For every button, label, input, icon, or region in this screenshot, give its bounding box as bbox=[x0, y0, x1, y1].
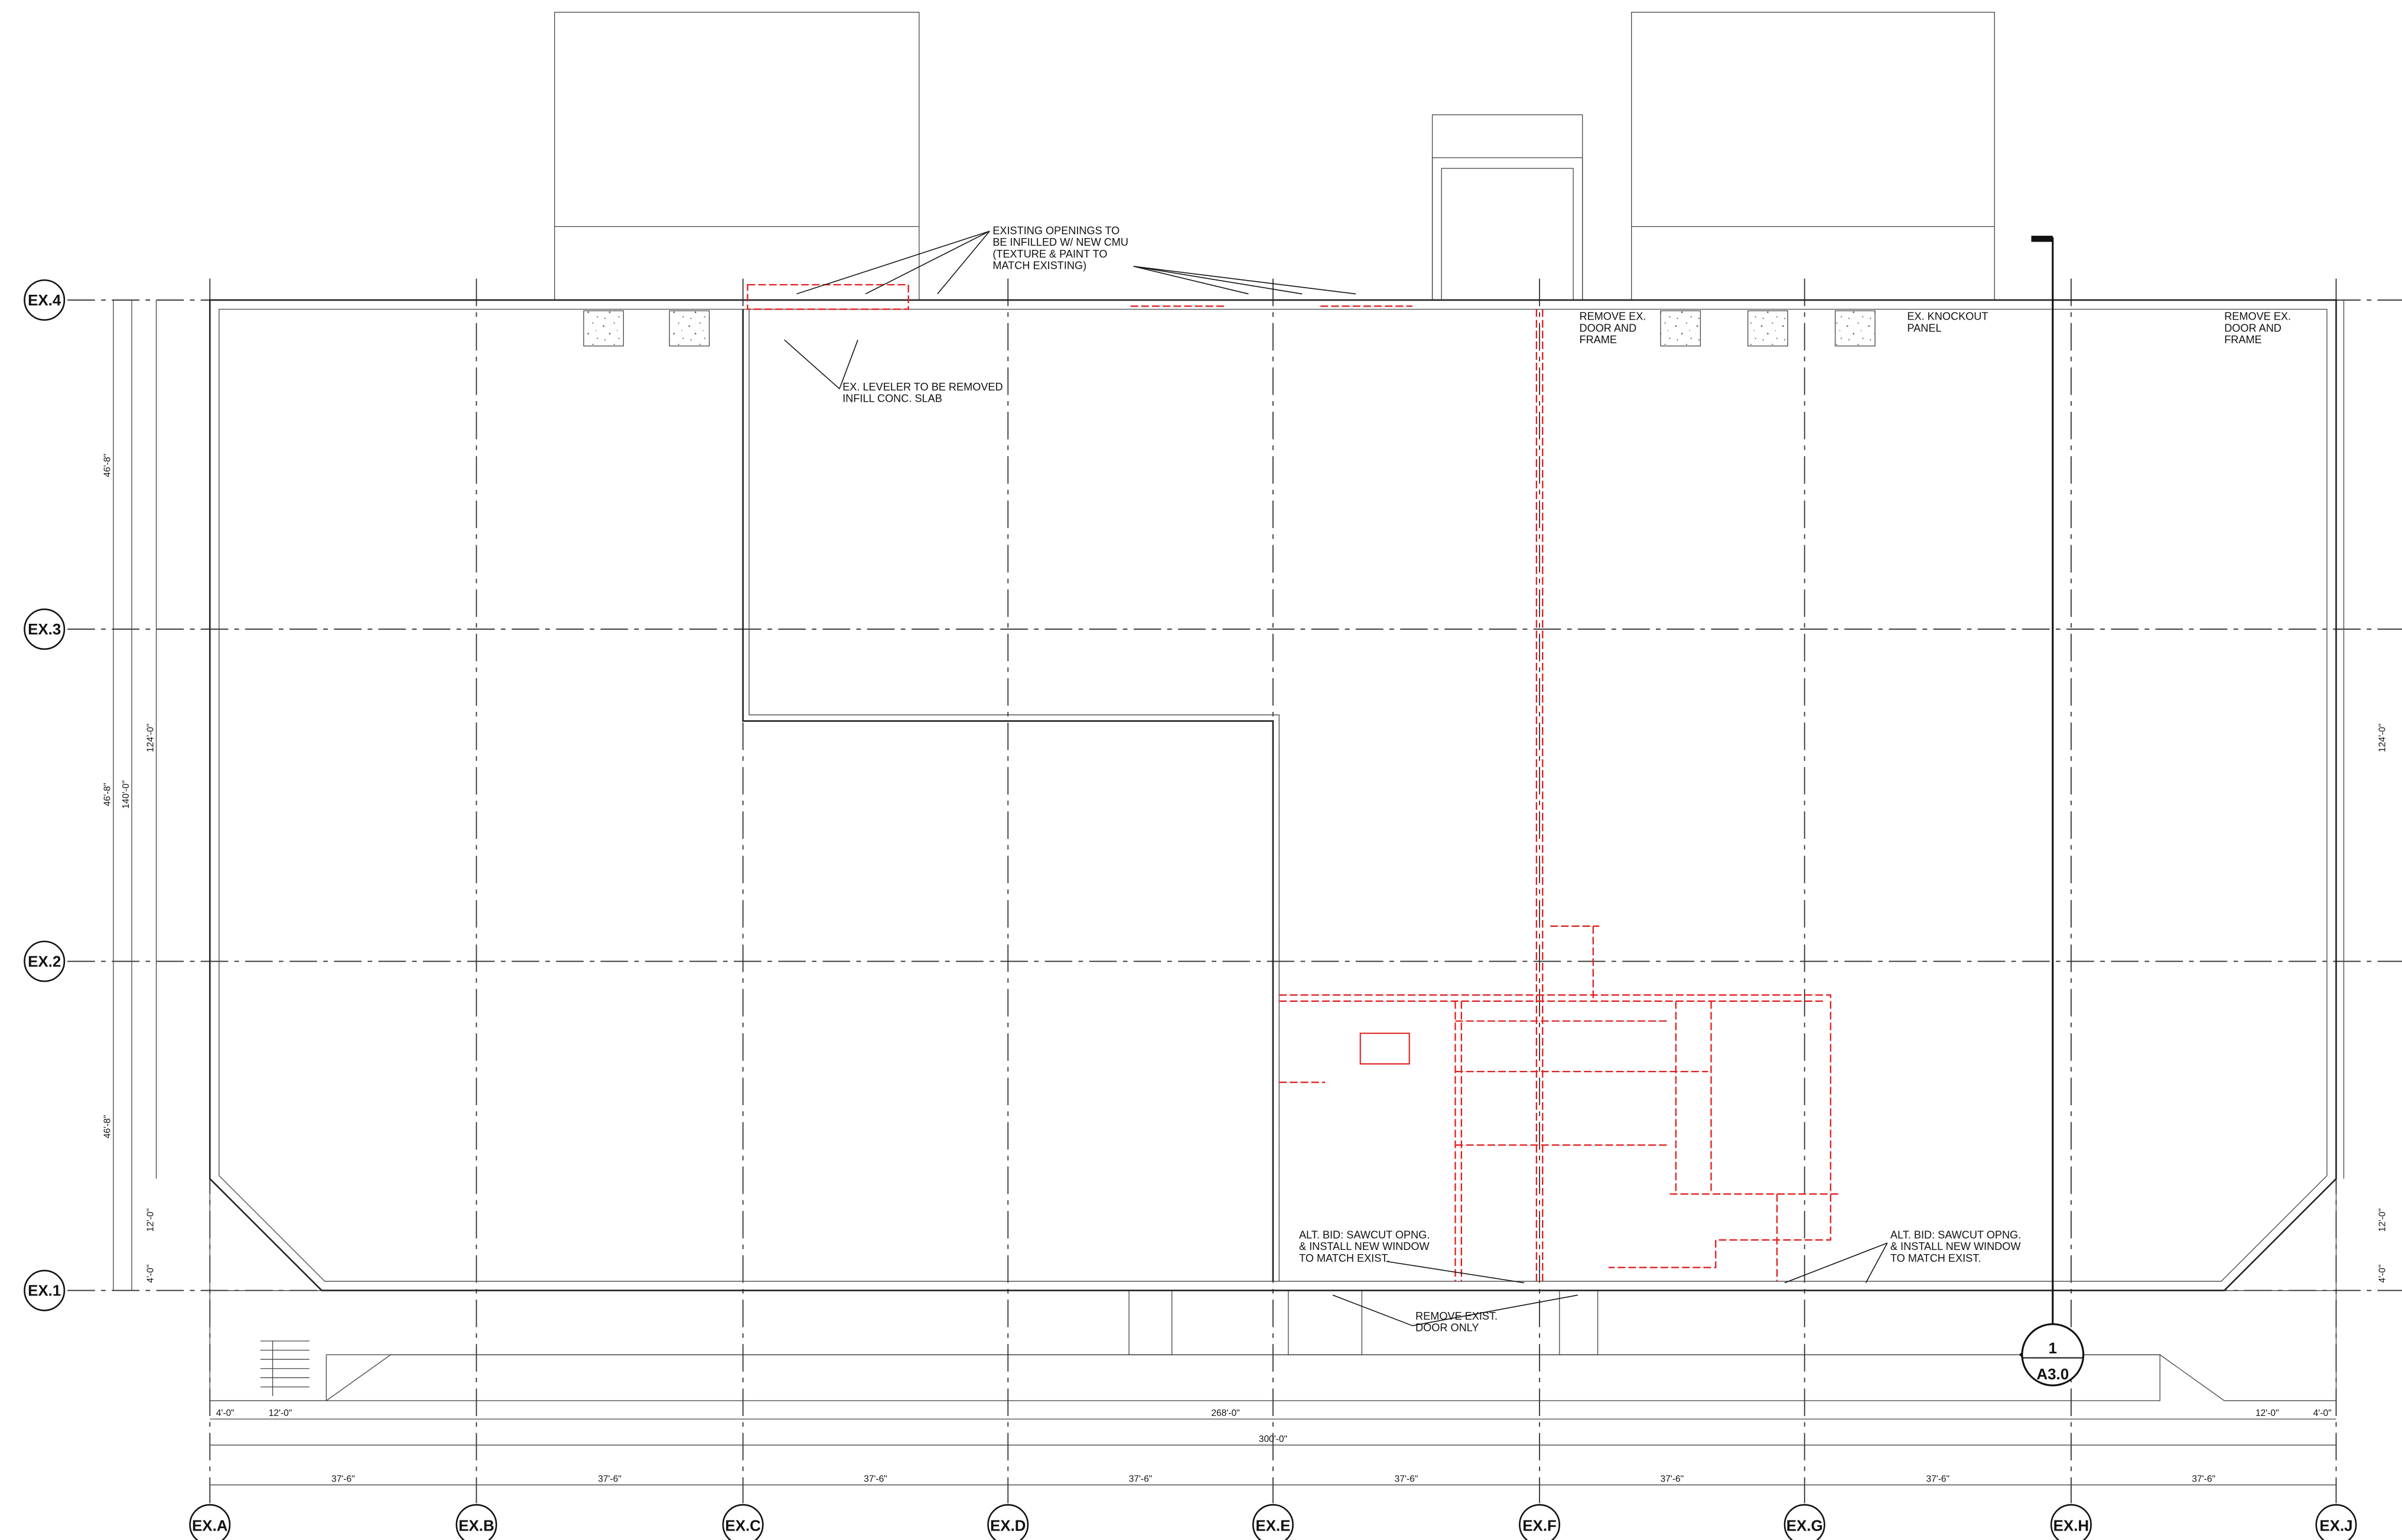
column-label: EX.J bbox=[2319, 1518, 2352, 1534]
note-text: EXISTING OPENINGS TO bbox=[992, 224, 1119, 236]
column-label: EX.H bbox=[2053, 1518, 2089, 1534]
end-dimension: 4'-0" bbox=[216, 1408, 235, 1418]
note-text: & INSTALL NEW WINDOW bbox=[1299, 1241, 1430, 1252]
demolition bbox=[747, 284, 1838, 1282]
bay-dimension: 37'-6" bbox=[1129, 1474, 1153, 1484]
leader-line bbox=[937, 230, 990, 295]
grid-bubble bbox=[1252, 1504, 1294, 1540]
note-text: PANEL bbox=[1907, 322, 1941, 334]
grid-bubble bbox=[1783, 1504, 1825, 1540]
grid-bubble bbox=[24, 279, 66, 321]
note-text: DOOR AND bbox=[2224, 322, 2281, 334]
bay-dimension: 37'-6" bbox=[598, 1474, 621, 1484]
leader-line bbox=[1412, 1294, 1578, 1326]
leader-line bbox=[796, 230, 990, 295]
leader-line bbox=[1133, 266, 1303, 295]
grid-bubble bbox=[2050, 1504, 2092, 1540]
inner-dimension: 268'-0" bbox=[1211, 1408, 1239, 1418]
note-text: MATCH EXISTING) bbox=[992, 260, 1086, 272]
grid-bubble bbox=[24, 608, 66, 650]
leader-line bbox=[1133, 266, 1356, 295]
column-label: EX.C bbox=[725, 1518, 760, 1534]
building-walls bbox=[209, 299, 2337, 1291]
column-label: EX.B bbox=[458, 1518, 494, 1534]
note-text: REMOVE EX. bbox=[2224, 311, 2291, 323]
note-text: & INSTALL NEW WINDOW bbox=[1890, 1241, 2021, 1252]
note-text: ALT. BID: SAWCUT OPNG. bbox=[1299, 1229, 1430, 1241]
note-text: INFILL CONC. SLAB bbox=[842, 393, 942, 405]
section-number: 1 bbox=[2049, 1340, 2057, 1357]
vertical-dimension: 12'-0" bbox=[2377, 1209, 2387, 1232]
grid-bubble bbox=[2315, 1504, 2357, 1540]
grid-bubble bbox=[455, 1504, 497, 1540]
column-label: EX.D bbox=[990, 1518, 1026, 1534]
leader-line bbox=[784, 339, 840, 389]
vertical-dimension: 46'-8" bbox=[103, 454, 113, 477]
vertical-dimension: 12'-0" bbox=[145, 1209, 155, 1232]
note-text: FRAME bbox=[1579, 334, 1616, 346]
note-text: REMOVE EXIST. bbox=[1415, 1310, 1498, 1322]
bay-dimension: 37'-6" bbox=[331, 1474, 355, 1484]
note-text: TO MATCH EXIST. bbox=[1890, 1252, 1981, 1264]
vertical-dimension: 4'-0" bbox=[145, 1265, 155, 1283]
end-dimension: 12'-0" bbox=[269, 1408, 292, 1418]
row-label: EX.1 bbox=[28, 1283, 61, 1300]
vertical-dimension: 124'-0" bbox=[145, 724, 155, 752]
note-text: BE INFILLED W/ NEW CMU bbox=[992, 236, 1128, 248]
column-label: EX.G bbox=[1786, 1518, 1823, 1534]
bay-dimension: 37'-6" bbox=[2192, 1474, 2215, 1484]
vertical-dimension: 124'-0" bbox=[2377, 724, 2387, 752]
vertical-dimension: 46'-8" bbox=[103, 783, 113, 806]
row-label: EX.2 bbox=[28, 954, 61, 971]
row-label: EX.4 bbox=[28, 292, 61, 309]
labels: EX.A EX.B EX.C EX.D EX.E EX.F EX.G EX.H EX.J EX.4… bbox=[24, 224, 2387, 1540]
vertical-dimension: 4'-0" bbox=[2377, 1265, 2387, 1283]
grid-bubble bbox=[24, 940, 66, 982]
bay-dimension: 37'-6" bbox=[1395, 1474, 1418, 1484]
end-dimension: 12'-0" bbox=[2255, 1408, 2279, 1418]
note-text: EX. KNOCKOUT bbox=[1907, 311, 1988, 323]
grid-bubble bbox=[189, 1504, 231, 1540]
grid-bubble bbox=[24, 1269, 66, 1311]
note-text: TO MATCH EXIST. bbox=[1299, 1252, 1389, 1264]
bay-dimension: 37'-6" bbox=[1661, 1474, 1684, 1484]
note-text: FRAME bbox=[2224, 334, 2261, 346]
note-text: (TEXTURE & PAINT TO bbox=[992, 248, 1107, 260]
section-sheet: A3.0 bbox=[2036, 1366, 2069, 1383]
note-text: ALT. BID: SAWCUT OPNG. bbox=[1890, 1229, 2021, 1241]
leader-line bbox=[839, 340, 858, 389]
note-text: DOOR AND bbox=[1579, 322, 1636, 334]
note-text: DOOR ONLY bbox=[1415, 1322, 1479, 1334]
column-label: EX.F bbox=[1522, 1518, 1557, 1534]
vertical-dimension: 46'-8" bbox=[103, 1115, 113, 1139]
grid-bubble bbox=[1519, 1504, 1561, 1540]
end-dimension: 4'-0" bbox=[2313, 1408, 2332, 1418]
leader-line bbox=[865, 230, 990, 295]
row-label: EX.3 bbox=[28, 621, 61, 638]
vertical-dimension: 140'-0" bbox=[121, 780, 131, 809]
grid-bubble bbox=[722, 1504, 764, 1540]
bay-dimension: 37'-6" bbox=[1926, 1474, 1949, 1484]
overall-dimension: 300'-0" bbox=[1259, 1434, 1287, 1444]
leader-line bbox=[1332, 1294, 1413, 1326]
note-text: EX. LEVELER TO BE REMOVED bbox=[842, 381, 1003, 393]
section-marker bbox=[2019, 236, 2085, 1386]
leader-line bbox=[1133, 266, 1249, 295]
leader-line bbox=[1386, 1261, 1525, 1284]
column-label: EX.E bbox=[1255, 1518, 1290, 1534]
leader-line bbox=[1865, 1242, 1888, 1284]
note-text: REMOVE EX. bbox=[1579, 311, 1646, 323]
column-label: EX.A bbox=[192, 1518, 228, 1534]
grid-bubble bbox=[987, 1504, 1029, 1540]
leader-line bbox=[1784, 1242, 1887, 1284]
bay-dimension: 37'-6" bbox=[864, 1474, 887, 1484]
